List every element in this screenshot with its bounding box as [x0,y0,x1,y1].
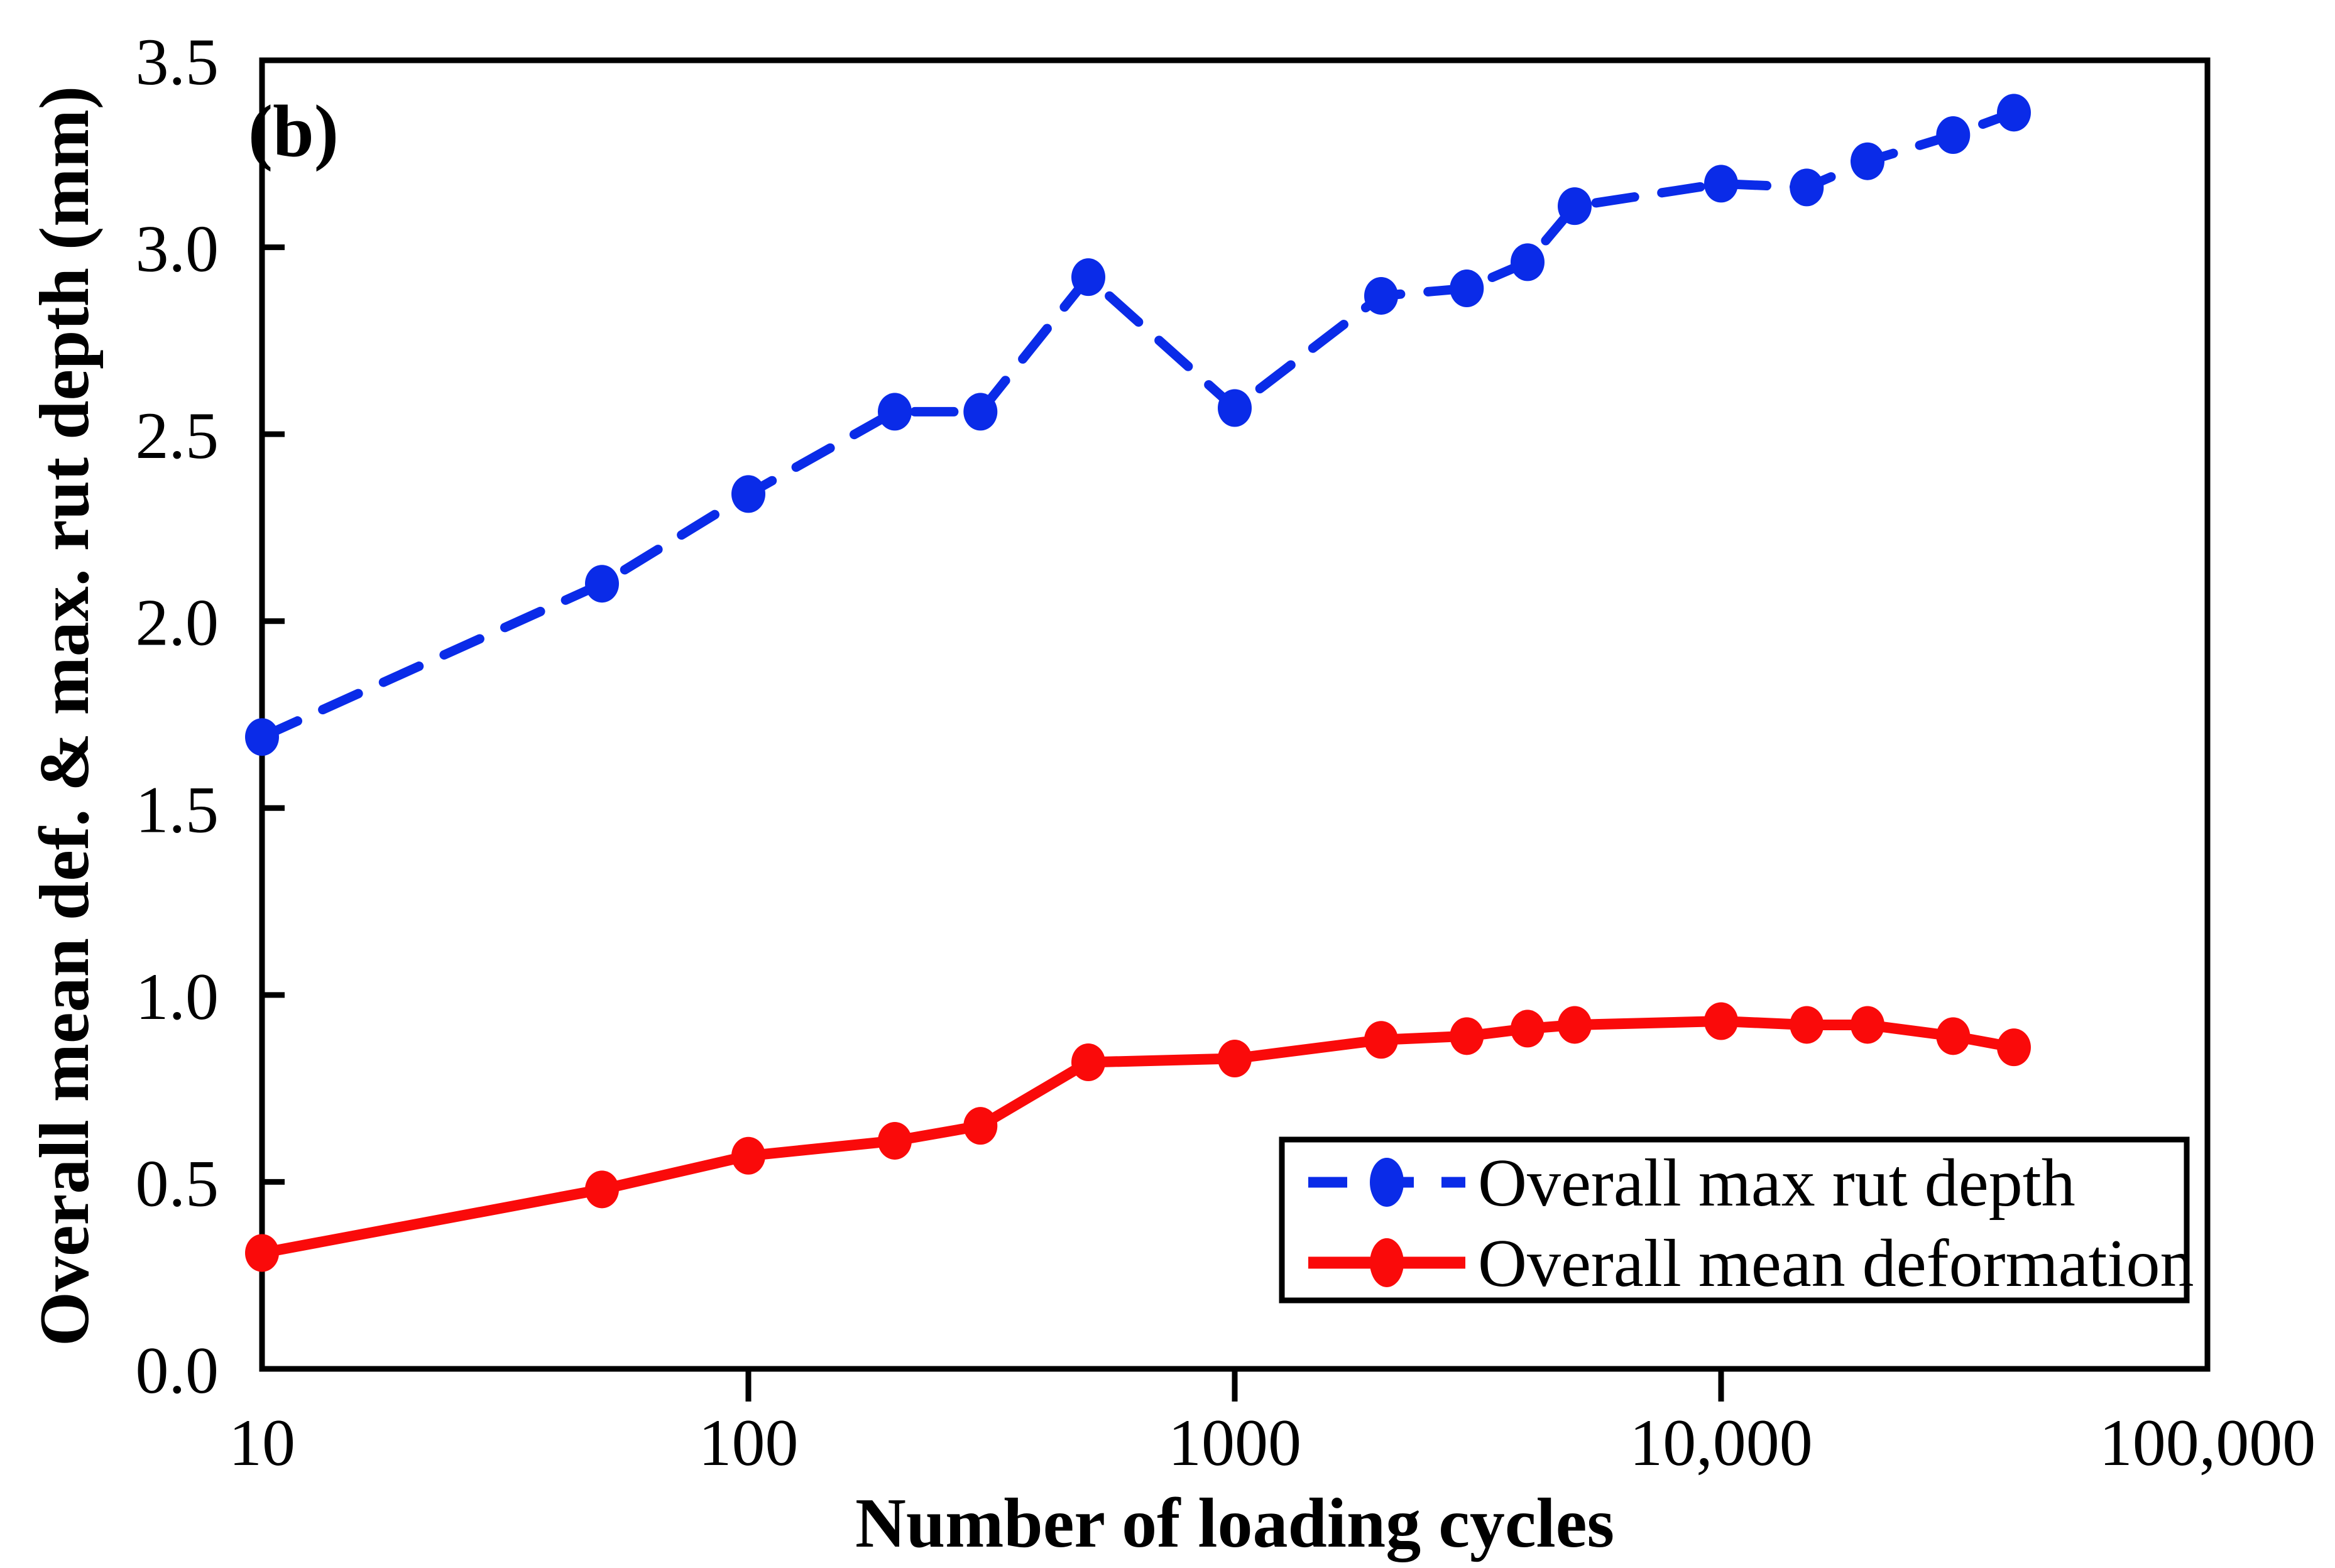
data-point-marker [1450,270,1484,308]
data-point-marker [1218,389,1252,427]
data-point-marker [963,1107,998,1145]
y-tick-label: 2.5 [136,399,219,472]
data-point-marker [1704,165,1738,203]
x-tick-label: 100 [699,1406,799,1479]
x-axis-ticks [745,1369,1724,1402]
legend-label-mean-def: Overall mean deformation [1478,1226,2194,1301]
legend-marker-mean-def-icon [1370,1238,1404,1287]
data-point-marker [1364,276,1398,315]
data-point-marker [1996,1028,2031,1067]
y-tick-label: 0.0 [136,1334,219,1407]
data-point-marker [1558,1006,1592,1044]
data-point-marker [245,1234,279,1272]
data-point-marker [1936,1017,1971,1055]
data-point-marker [1704,1002,1738,1040]
series-mean-deformation [245,1002,2031,1272]
y-tick-label: 0.5 [136,1146,219,1220]
y-tick-label: 2.0 [136,586,219,660]
x-tick-label: 10 [229,1406,295,1479]
data-point-marker [731,475,765,513]
data-point-marker [1450,1017,1484,1055]
data-point-marker [1996,94,2031,132]
y-tick-label: 3.0 [136,212,219,286]
legend-label-max-rut: Overall max rut depth [1478,1146,2075,1221]
y-axis-ticks [262,244,285,1185]
x-axis-title: Number of loading cycles [855,1484,1614,1562]
data-point-marker [1510,243,1545,281]
data-point-marker [1364,1021,1398,1059]
data-point-marker [1790,1006,1824,1044]
y-tick-label: 3.5 [136,25,219,99]
data-point-marker [963,393,998,431]
data-point-marker [877,1121,912,1160]
data-point-marker [1850,142,1884,180]
data-point-marker [245,718,279,756]
legend-marker-max-rut-icon [1370,1158,1404,1207]
data-point-marker [1936,116,1971,155]
data-point-marker [1218,1040,1252,1078]
y-tick-label: 1.0 [136,960,219,1033]
data-point-marker [877,393,912,431]
legend: Overall max rut depth Overall mean defor… [1279,1136,2194,1304]
data-point-marker [1071,1043,1106,1081]
data-point-marker [731,1136,765,1175]
data-point-marker [585,565,620,603]
data-point-marker [1510,1010,1545,1048]
data-point-marker [1071,258,1106,297]
data-point-marker [1558,187,1592,226]
data-point-marker [585,1170,620,1209]
legend-box [1279,1136,2190,1304]
data-point-marker [1850,1006,1884,1044]
x-tick-label: 10,000 [1629,1406,1813,1479]
series-max-rut-depth [245,94,2031,756]
y-axis-title: Overall mean def. & max. rut depth (mm) [26,86,104,1346]
y-tick-labels: 0.0 0.5 1.0 1.5 2.0 2.5 3.0 3.5 [136,25,219,1407]
panel-label: (b) [248,90,339,172]
x-tick-label: 1000 [1168,1406,1301,1479]
x-tick-label: 100,000 [2099,1406,2316,1479]
y-tick-label: 1.5 [136,773,219,846]
x-tick-labels: 10 100 1000 10,000 100,000 [229,1406,2316,1479]
data-series [245,94,2031,1272]
data-point-marker [1790,168,1824,207]
